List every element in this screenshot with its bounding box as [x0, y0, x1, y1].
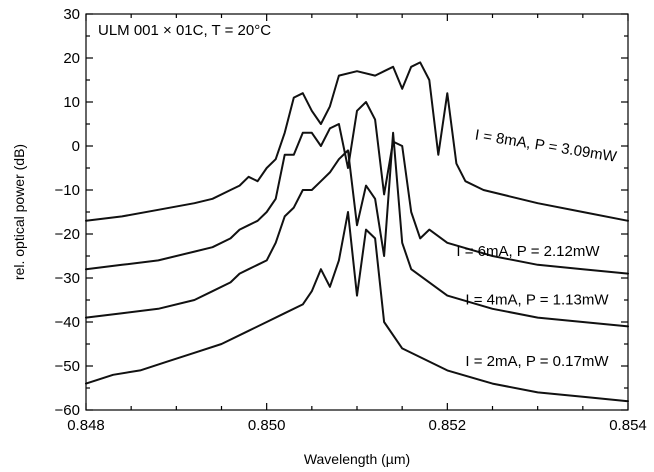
curve-label-4: I = 2mA, P = 0.17mW: [465, 353, 609, 370]
x-tick-label: 0.848: [67, 417, 105, 434]
y-tick-label: −40: [55, 314, 80, 331]
tick-labels-layer: −60 −50 −40 −30 −20 −10 0 10 20 30 0.848 0.850 0.852…: [55, 6, 647, 434]
series-line-1: [85, 61, 629, 222]
y-tick-label: 30: [63, 6, 80, 23]
x-tick-label: 0.854: [609, 417, 647, 434]
y-tick-label: −10: [55, 182, 80, 199]
x-tick-label: 0.852: [429, 417, 467, 434]
series-line-4: [85, 211, 629, 403]
x-tick-label: 0.850: [248, 417, 286, 434]
y-tick-label: −20: [55, 226, 80, 243]
curve-label-2: I = 6mA, P = 2.12mW: [456, 243, 600, 260]
plot-frame: [85, 13, 629, 411]
y-tick-label: 20: [63, 50, 80, 67]
y-tick-label: −30: [55, 270, 80, 287]
ticks-layer: [85, 13, 629, 411]
y-tick-label: −50: [55, 358, 80, 375]
y-tick-label: −60: [55, 402, 80, 419]
series-line-3: [85, 131, 629, 328]
y-tick-label: 0: [72, 138, 80, 155]
series-line-2: [85, 101, 629, 275]
y-axis-label: rel. optical power (dB): [11, 144, 27, 280]
curves-layer: [85, 61, 629, 403]
x-axis-label: Wavelength (µm): [304, 451, 410, 467]
annotations-layer: I = 8mA, P = 3.09mW I = 6mA, P = 2.12mW I …: [456, 127, 618, 370]
y-tick-label: 10: [63, 94, 80, 111]
curve-label-1: I = 8mA, P = 3.09mW: [474, 127, 619, 166]
chart-title: ULM 001 × 01C, T = 20°C: [98, 22, 271, 39]
curve-label-3: I = 4mA, P = 1.13mW: [465, 291, 609, 308]
